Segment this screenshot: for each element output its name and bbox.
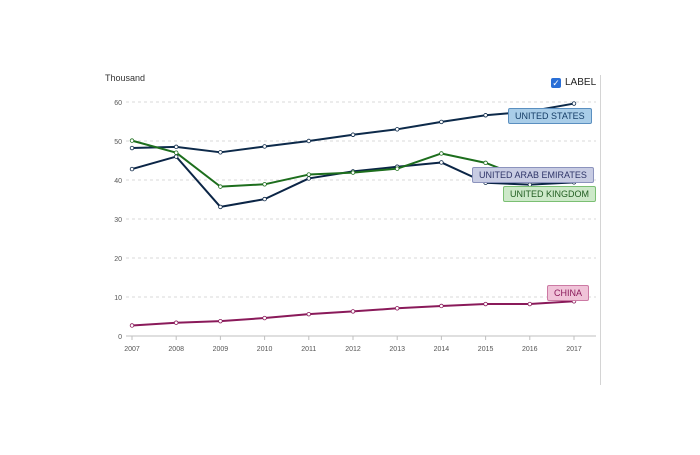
data-point[interactable] [129,323,135,328]
data-point[interactable] [439,303,444,309]
x-tick-label: 2008 [168,346,184,353]
legend-label: LABEL [565,77,597,88]
data-point[interactable] [483,301,488,307]
data-point[interactable] [483,160,488,166]
data-point[interactable] [173,150,179,155]
data-point[interactable] [527,301,532,307]
x-tick-label: 2017 [566,346,582,353]
data-point[interactable] [262,315,267,321]
data-point[interactable] [129,138,135,143]
series-tag-united-kingdom: UNITED KINGDOM [503,186,597,202]
series-tag-united-arab-emirates: UNITED ARAB EMIRATES [472,167,594,183]
data-point[interactable] [218,318,223,324]
data-point[interactable] [262,196,267,202]
y-tick-label: 10 [114,295,122,302]
x-tick-label: 2013 [389,346,405,353]
gridlines [126,101,596,337]
y-tick-label: 50 [114,139,122,146]
data-point[interactable] [350,170,356,175]
data-point[interactable] [218,184,223,189]
x-axis: 2007 2008 2009 2010 2011 2012 2013 2014 2015 2016… [124,336,582,353]
x-tick-label: 2011 [301,346,316,353]
data-point[interactable] [218,204,223,210]
data-point[interactable] [439,160,444,165]
data-point[interactable] [350,309,356,314]
x-tick-label: 2009 [213,346,229,353]
y-axis-label: Thousand [105,73,146,83]
x-tick-label: 2007 [124,346,140,353]
data-point[interactable] [218,150,223,155]
data-point[interactable] [395,306,400,311]
data-point[interactable] [173,320,179,325]
x-tick-label: 2015 [478,346,494,353]
data-point[interactable] [306,172,311,177]
data-point[interactable] [306,176,311,181]
data-point[interactable] [350,132,356,137]
legend-toggle[interactable]: ✓ LABEL [551,77,596,88]
data-point[interactable] [439,151,444,156]
x-tick-label: 2010 [257,346,273,353]
series-tag-china: CHINA [547,285,590,301]
data-point[interactable] [129,166,135,172]
data-point[interactable] [395,166,400,171]
divider-line [600,75,601,385]
data-point[interactable] [173,144,179,150]
x-tick-label: 2016 [522,346,538,353]
checkmark-icon[interactable]: ✓ [551,77,561,88]
data-point[interactable] [395,127,400,132]
y-tick-label: 20 [114,256,122,263]
data-point[interactable] [306,311,311,317]
x-tick-label: 2014 [434,346,450,353]
series-tag-united-states: UNITED STATES [508,108,592,124]
y-tick-label: 30 [114,217,122,224]
data-point[interactable] [262,182,267,187]
data-point[interactable] [571,101,577,106]
y-tick-label: 40 [114,178,122,185]
y-tick-label: 60 [114,100,122,107]
x-tick-label: 2012 [345,346,361,353]
data-point[interactable] [439,119,444,125]
y-tick-label: 0 [118,334,122,341]
data-point[interactable] [129,145,135,151]
data-point[interactable] [262,144,267,149]
data-point[interactable] [173,154,179,159]
series-lines [129,101,577,328]
data-point[interactable] [483,113,488,118]
y-axis: 0 10 20 30 40 50 60 [114,100,122,341]
data-point[interactable] [306,138,311,144]
